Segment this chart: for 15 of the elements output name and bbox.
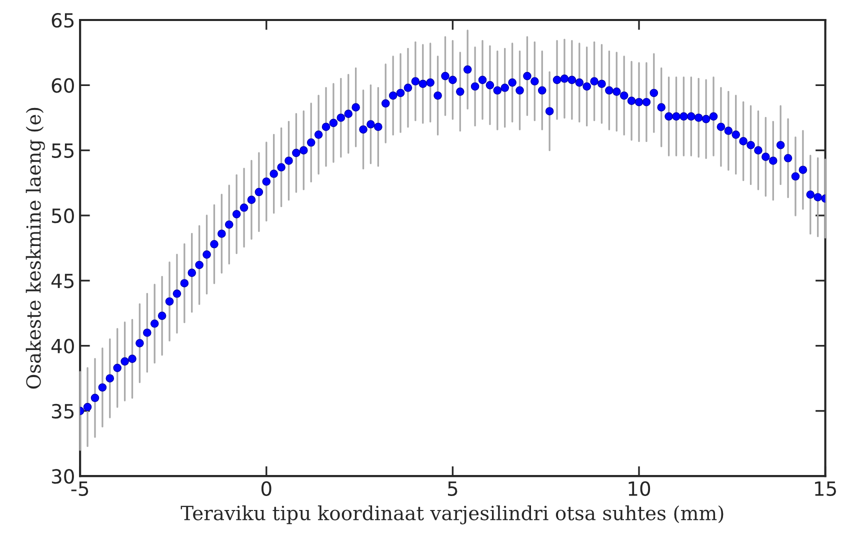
y-axis-title: Osakeste keskmine laeng (e) <box>26 108 45 389</box>
y-tick-label: 35 <box>52 404 74 419</box>
y-tick-label: 60 <box>52 78 74 93</box>
x-tick-label: -5 <box>71 482 88 496</box>
y-tick-label: 40 <box>51 338 74 354</box>
y-tick-label: 55 <box>52 144 74 158</box>
x-axis-title: Teraviku tipu koordinaat varjesilindri otsa suhtes (mm) <box>180 505 724 524</box>
x-tick-label: 0 <box>261 481 272 496</box>
y-tick-label: 65 <box>52 12 74 28</box>
y-tick-label: 50 <box>52 208 74 224</box>
x-tick-label: 10 <box>628 481 650 496</box>
y-tick-label: 45 <box>51 274 74 288</box>
x-tick-label: 15 <box>815 482 836 496</box>
y-tick-label: 30 <box>52 469 74 484</box>
x-tick-label: 5 <box>448 482 458 496</box>
